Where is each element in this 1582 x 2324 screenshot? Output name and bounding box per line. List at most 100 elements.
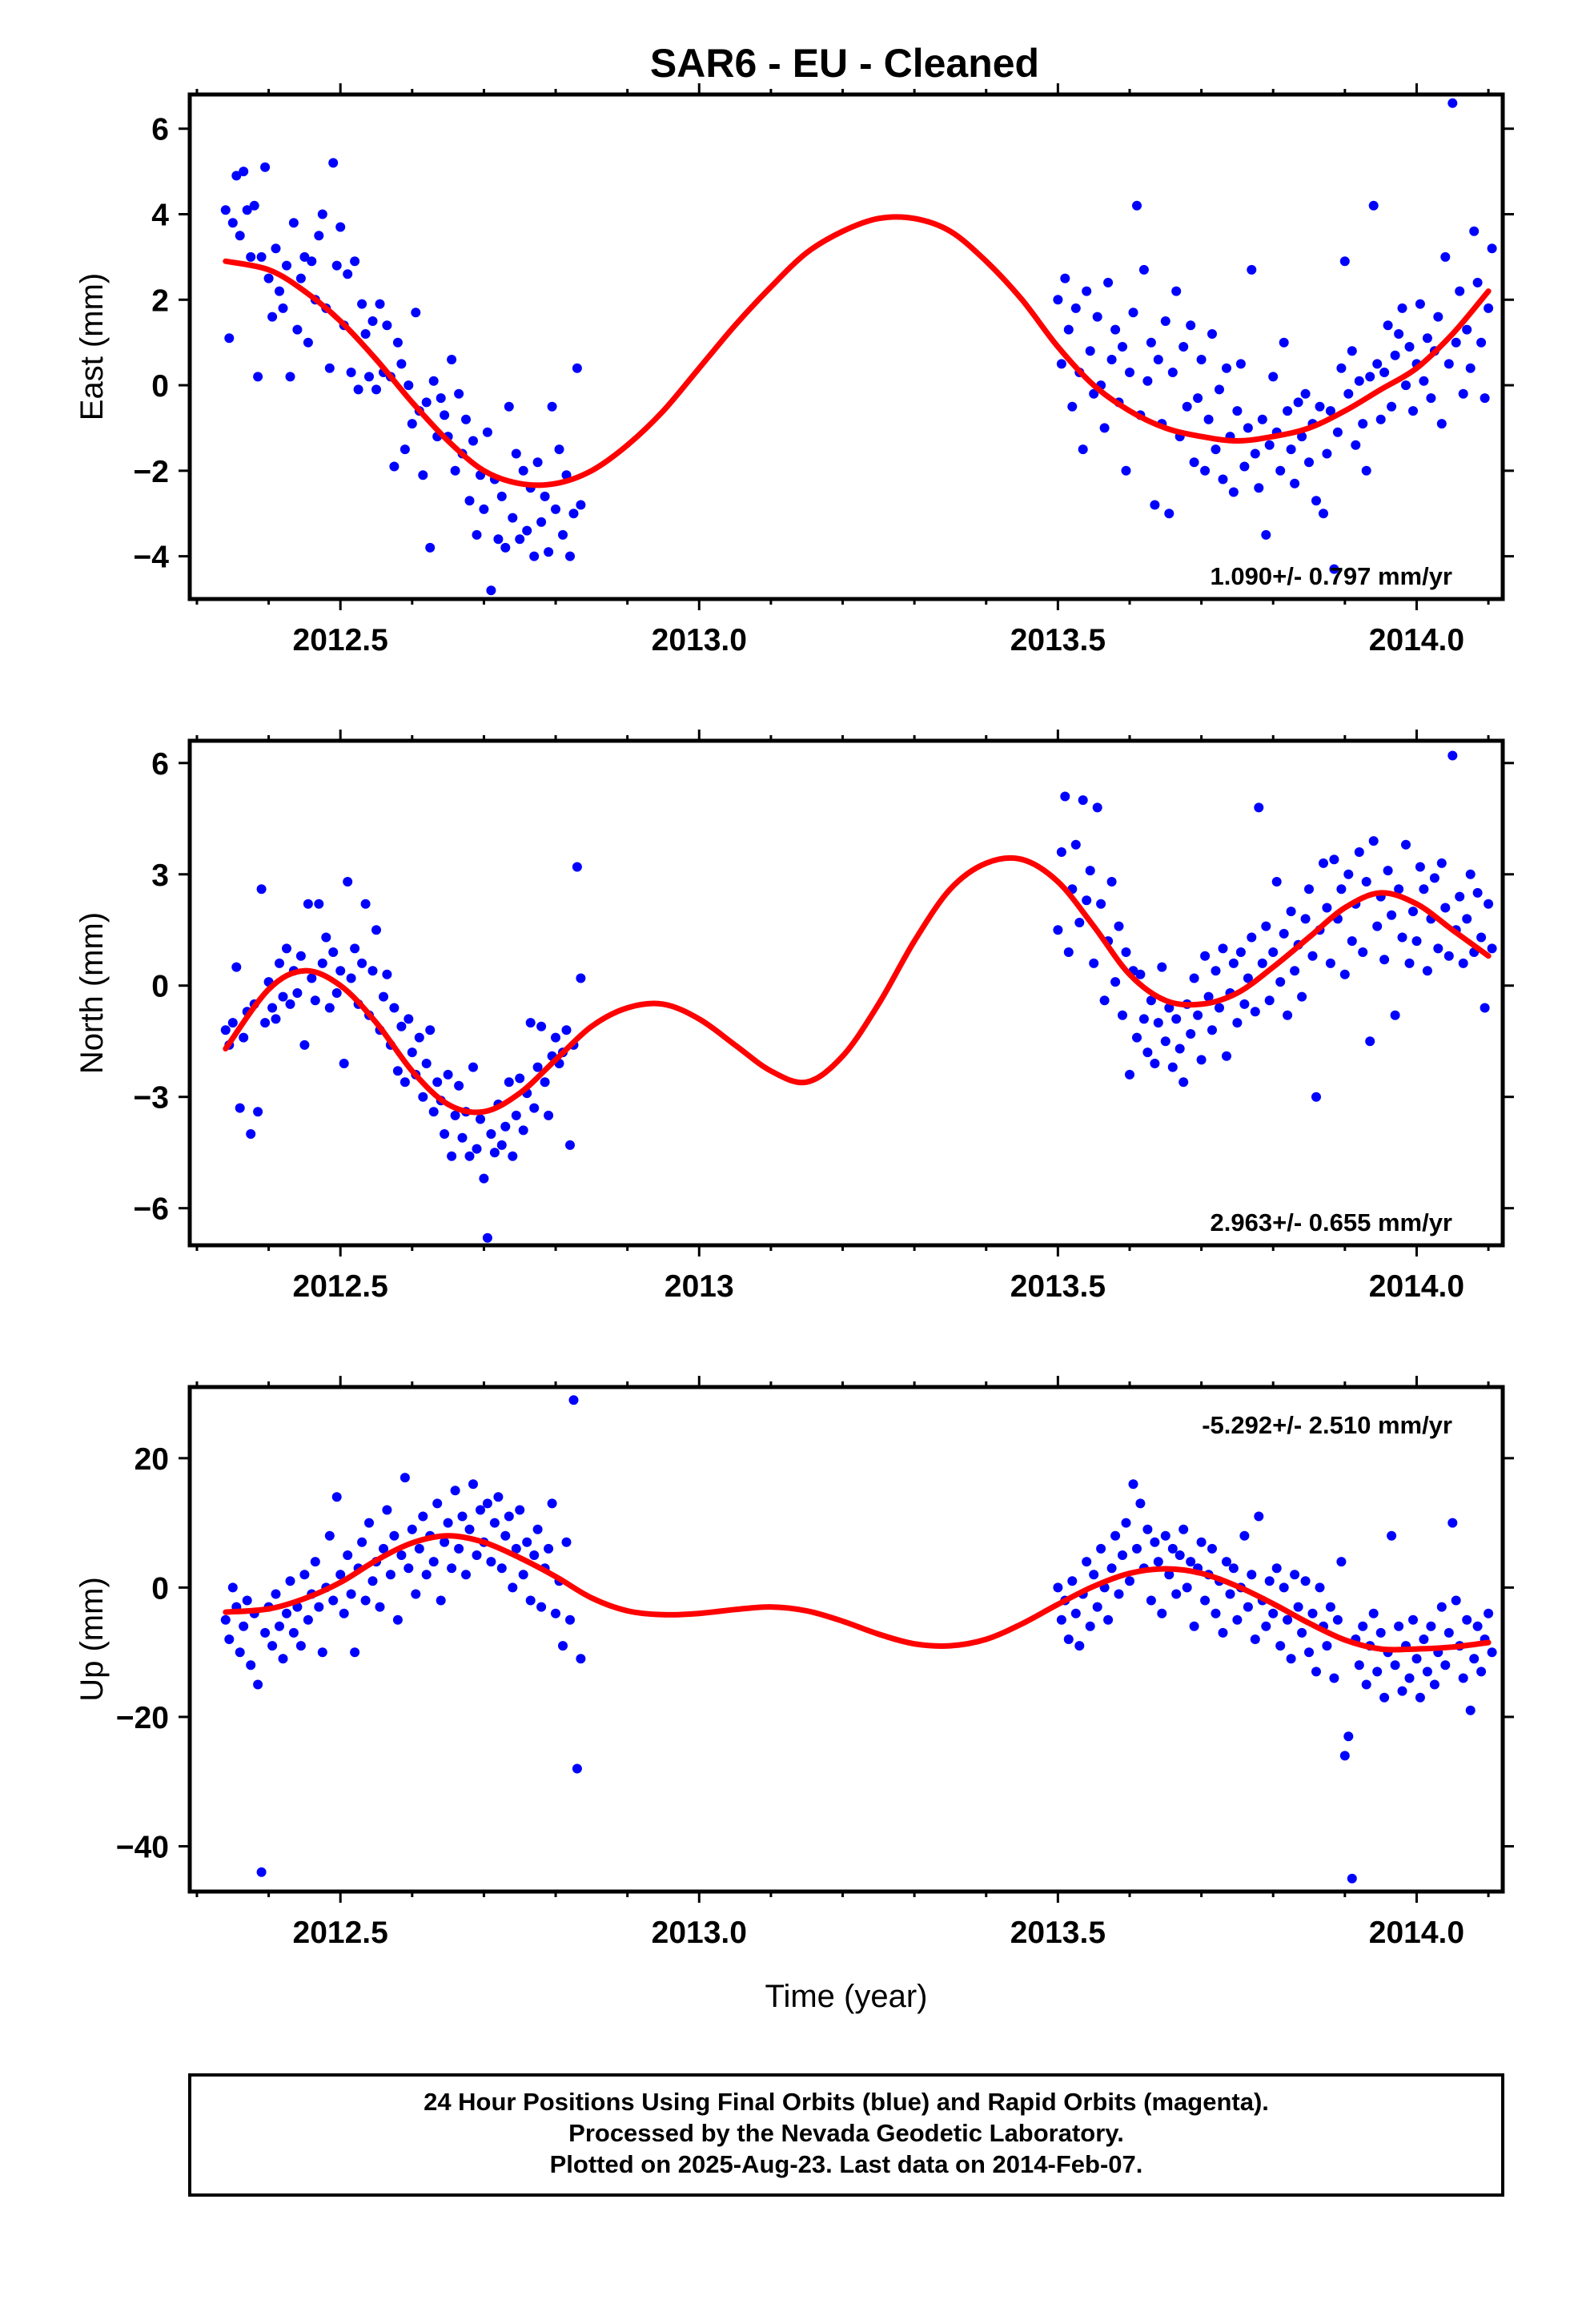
north-data-point	[1085, 866, 1095, 876]
east-data-point	[1222, 363, 1231, 373]
up-data-point	[1322, 1641, 1332, 1651]
north-data-point	[486, 1129, 496, 1139]
north-data-point	[360, 899, 371, 909]
north-data-point	[392, 1066, 403, 1076]
up-data-point	[461, 1570, 471, 1580]
north-ytick-label: 0	[151, 970, 169, 1004]
east-data-point	[235, 231, 245, 241]
up-data-point	[224, 1634, 235, 1644]
east-data-point	[1315, 401, 1325, 412]
north-data-point	[551, 1032, 560, 1043]
up-data-point	[367, 1576, 378, 1586]
north-data-point	[1419, 884, 1429, 895]
east-data-point	[1339, 256, 1350, 267]
north-data-point	[1329, 854, 1339, 865]
up-data-point	[375, 1602, 385, 1612]
north-data-point	[1343, 869, 1354, 879]
footer-frame	[188, 2073, 1504, 2197]
up-xlabel: Time (year)	[765, 1979, 928, 2014]
north-data-point	[1078, 795, 1088, 806]
up-data-point	[1487, 1647, 1497, 1658]
north-data-point	[1383, 866, 1393, 876]
east-data-point	[263, 273, 274, 283]
north-data-point	[1261, 921, 1271, 931]
east-data-point	[1106, 355, 1117, 364]
up-data-point	[1429, 1679, 1439, 1690]
east-data-point	[1092, 312, 1102, 322]
north-data-point	[1160, 1036, 1170, 1047]
north-data-point	[275, 958, 284, 968]
east-data-point	[224, 333, 235, 344]
north-data-point	[239, 1032, 249, 1043]
north-data-point	[576, 973, 586, 983]
up-rate-label: -5.292+/- 2.510 mm/yr	[1202, 1411, 1452, 1439]
east-data-point	[1085, 346, 1095, 356]
up-data-point	[1132, 1543, 1142, 1554]
up-data-point	[1160, 1530, 1170, 1541]
up-data-point	[1264, 1576, 1275, 1586]
north-data-point	[1422, 966, 1432, 976]
north-data-point	[321, 932, 331, 943]
up-data-point	[532, 1524, 543, 1534]
east-data-point	[328, 158, 339, 168]
north-data-point	[404, 1014, 414, 1024]
up-panel: 20 0 −20 −40 2012.5 2013.0 2013.5 2014.0 Up (mm)…	[74, 1376, 1514, 2014]
up-data-point	[411, 1589, 421, 1599]
north-data-point	[1254, 802, 1264, 813]
up-data-point	[1347, 1873, 1357, 1884]
up-data-point	[1472, 1621, 1483, 1631]
east-data-point	[515, 534, 525, 545]
east-data-point	[271, 243, 281, 254]
north-data-point	[1215, 1003, 1224, 1013]
east-data-point	[1250, 448, 1260, 459]
north-data-point	[1322, 903, 1332, 913]
north-data-point	[1300, 914, 1311, 924]
east-data-point	[547, 401, 557, 412]
north-data-point	[389, 1003, 400, 1013]
east-data-point	[1121, 465, 1131, 476]
up-data-point	[500, 1530, 511, 1541]
north-data-point	[1089, 958, 1099, 968]
east-data-point	[242, 205, 252, 215]
north-data-point	[1462, 914, 1472, 924]
east-data-point	[1142, 376, 1153, 386]
up-data-point	[1121, 1518, 1131, 1528]
north-data-point	[1311, 1092, 1321, 1102]
north-data-point	[1222, 1051, 1231, 1061]
east-data-point	[1283, 406, 1293, 416]
up-data-point	[346, 1589, 356, 1599]
north-data-point	[428, 1107, 439, 1117]
north-data-point	[317, 958, 327, 968]
north-data-point	[1429, 873, 1439, 883]
up-data-point	[267, 1641, 278, 1651]
north-data-point	[1082, 895, 1092, 906]
north-data-point	[1218, 943, 1228, 954]
east-data-point	[1487, 243, 1497, 254]
footer-line-1: 24 Hour Positions Using Final Orbits (bl…	[424, 2088, 1269, 2116]
east-data-point	[1182, 401, 1192, 412]
north-data-point	[292, 988, 303, 998]
up-data-point	[1222, 1557, 1231, 1567]
east-data-point	[450, 465, 460, 476]
up-data-point	[1243, 1602, 1253, 1612]
east-data-point	[1390, 350, 1400, 360]
east-data-point	[482, 427, 492, 437]
up-data-point	[1304, 1647, 1314, 1658]
up-data-point	[418, 1511, 428, 1522]
up-data-point	[253, 1679, 263, 1690]
east-data-point	[1297, 432, 1307, 442]
up-data-point	[1458, 1673, 1468, 1683]
north-data-point	[307, 973, 317, 983]
east-data-point	[1243, 423, 1253, 433]
east-data-point	[1368, 200, 1379, 211]
north-data-point	[414, 1032, 424, 1043]
up-data-point	[271, 1589, 281, 1599]
east-data-point	[1436, 419, 1447, 429]
up-data-point	[256, 1867, 267, 1877]
north-data-point	[1297, 991, 1307, 1002]
east-data-point	[1215, 384, 1224, 395]
north-data-point	[339, 1059, 349, 1068]
east-data-point	[303, 337, 313, 348]
east-data-point	[529, 551, 540, 561]
